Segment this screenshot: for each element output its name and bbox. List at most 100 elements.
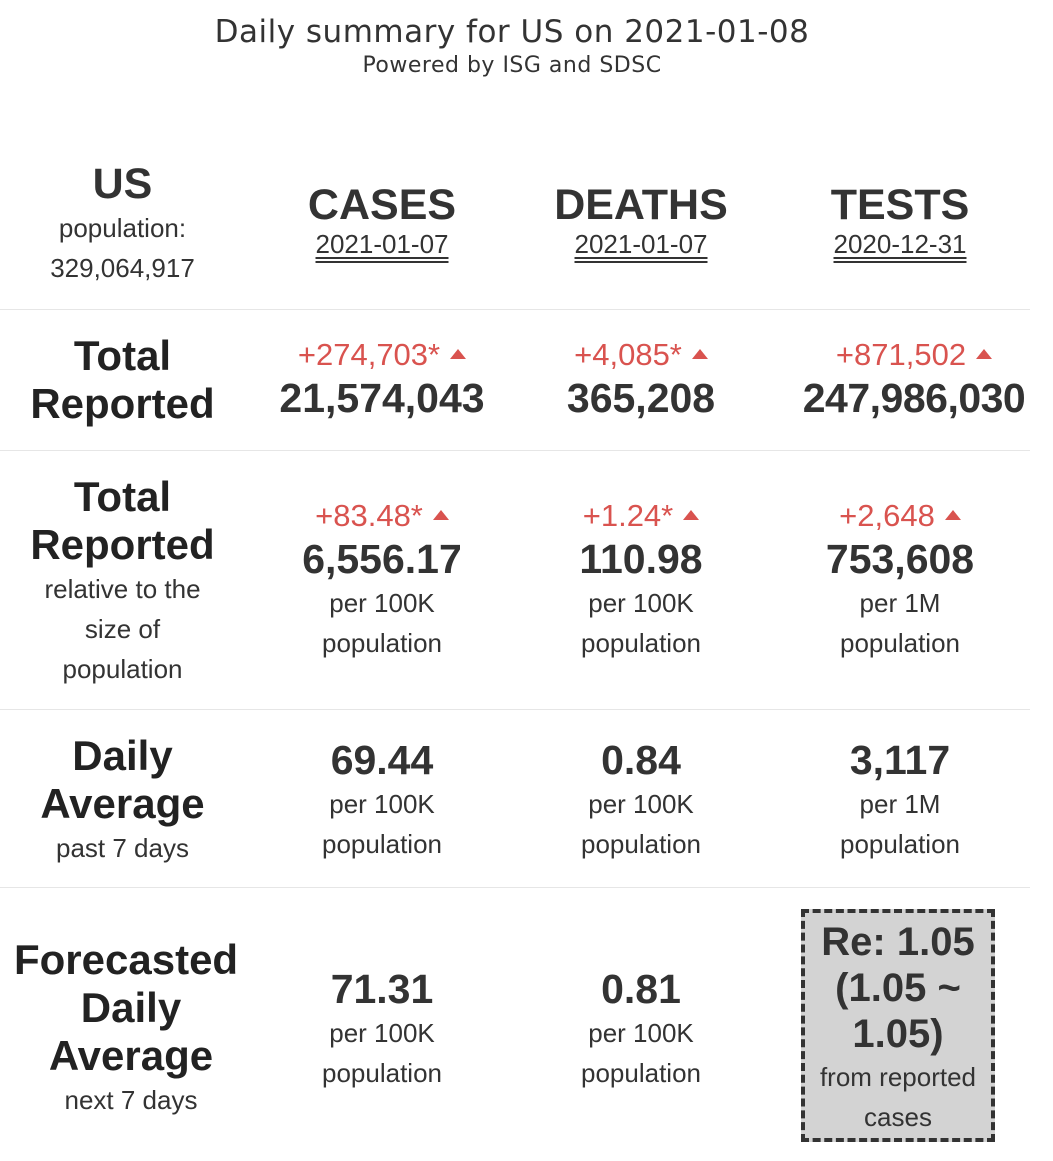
deaths-average-cell: 0.84 per 100K population bbox=[511, 736, 771, 864]
unit-label: population bbox=[322, 1058, 442, 1088]
re-value: Re: 1.05 bbox=[821, 920, 975, 964]
cases-forecast-cell: 71.31 per 100K population bbox=[252, 965, 512, 1093]
total-reported-label: Total Reported bbox=[0, 332, 245, 428]
population-value: 329,064,917 bbox=[50, 253, 195, 283]
row-label-line: Total bbox=[73, 473, 172, 520]
row-label-line: Total bbox=[73, 332, 172, 379]
triangle-up-icon bbox=[450, 348, 467, 359]
unit-label: population bbox=[581, 1058, 701, 1088]
row-label-line: Average bbox=[40, 780, 205, 827]
unit-label: per 100K bbox=[329, 588, 435, 618]
re-value-box: Re: 1.05 (1.05 ~ 1.05) from reported cas… bbox=[801, 909, 995, 1142]
row-label-line: Forecasted bbox=[14, 936, 239, 983]
row-sublabel: next 7 days bbox=[64, 1085, 198, 1115]
population-label: population: bbox=[58, 213, 187, 243]
unit-label: population bbox=[581, 829, 701, 859]
page-subtitle: Powered by ISG and SDSC bbox=[362, 53, 662, 78]
delta-text: +274,703* bbox=[297, 337, 441, 372]
deaths-title: DEATHS bbox=[554, 181, 728, 229]
unit-label: population bbox=[322, 628, 442, 658]
delta-text: +1.24* bbox=[582, 498, 674, 533]
cases-date-link[interactable]: 2021-01-07 bbox=[315, 229, 449, 259]
tests-total-value: 247,986,030 bbox=[802, 375, 1026, 421]
cases-total-value: 21,574,043 bbox=[279, 375, 485, 421]
row-sublabel: population bbox=[62, 654, 183, 684]
delta-text: +2,648 bbox=[839, 498, 935, 533]
triangle-up-icon bbox=[944, 509, 961, 520]
tests-average-cell: 3,117 per 1M population bbox=[770, 736, 1030, 864]
delta-text: +871,502 bbox=[835, 337, 967, 372]
tests-relative-delta: +2,648 bbox=[770, 497, 1030, 535]
row-label-line: Reported bbox=[30, 521, 215, 568]
relative-label: Total Reported relative to the size of p… bbox=[0, 473, 245, 689]
deaths-header: DEATHS 2021-01-07 bbox=[511, 181, 771, 259]
page-header: Daily summary for US on 2021-01-08 Power… bbox=[0, 12, 1024, 80]
re-range-line: (1.05 ~ bbox=[835, 966, 961, 1010]
delta-text: +83.48* bbox=[315, 498, 423, 533]
cases-total-delta: +274,703* bbox=[252, 336, 512, 374]
relative-row: Total Reported relative to the size of p… bbox=[0, 451, 1030, 709]
column-header-row: US population: 329,064,917 CASES 2021-01… bbox=[0, 150, 1030, 308]
unit-label: population bbox=[840, 628, 960, 658]
unit-label: per 1M bbox=[859, 789, 941, 819]
page-title: Daily summary for US on 2021-01-08 bbox=[214, 14, 810, 50]
row-sublabel: past 7 days bbox=[56, 833, 189, 863]
cases-relative-value: 6,556.17 bbox=[302, 536, 462, 582]
total-reported-row: Total Reported +274,703* 21,574,043 +4,0… bbox=[0, 310, 1030, 450]
row-divider bbox=[0, 309, 1030, 310]
unit-label: per 100K bbox=[588, 789, 694, 819]
forecast-label: Forecasted Daily Average next 7 days bbox=[10, 936, 270, 1120]
row-divider bbox=[0, 887, 1030, 888]
row-label-line: Reported bbox=[30, 380, 215, 427]
deaths-forecast-value: 0.81 bbox=[601, 966, 681, 1012]
tests-average-value: 3,117 bbox=[849, 737, 951, 783]
row-label-line: Daily bbox=[80, 984, 182, 1031]
delta-text: +4,085* bbox=[574, 337, 682, 372]
triangle-up-icon bbox=[976, 348, 993, 359]
unit-label: per 100K bbox=[588, 588, 694, 618]
cases-average-value: 69.44 bbox=[330, 737, 434, 783]
tests-relative-cell: +2,648 753,608 per 1M population bbox=[770, 497, 1030, 663]
tests-title: TESTS bbox=[830, 181, 970, 229]
unit-label: per 100K bbox=[329, 1018, 435, 1048]
deaths-relative-delta: +1.24* bbox=[511, 497, 771, 535]
tests-total-delta: +871,502 bbox=[775, 336, 1053, 374]
unit-label: population bbox=[581, 628, 701, 658]
tests-relative-value: 753,608 bbox=[825, 536, 975, 582]
unit-label: per 1M bbox=[859, 588, 941, 618]
deaths-forecast-cell: 0.81 per 100K population bbox=[511, 965, 771, 1093]
row-divider bbox=[0, 450, 1030, 451]
daily-average-label: Daily Average past 7 days bbox=[0, 732, 245, 868]
unit-label: population bbox=[322, 829, 442, 859]
triangle-up-icon bbox=[683, 509, 700, 520]
unit-label: per 100K bbox=[588, 1018, 694, 1048]
tests-header: TESTS 2020-12-31 bbox=[770, 181, 1030, 259]
re-source: from reported bbox=[819, 1062, 977, 1092]
tests-date-link[interactable]: 2020-12-31 bbox=[833, 229, 967, 259]
row-sublabel: relative to the bbox=[44, 574, 201, 604]
row-divider bbox=[0, 709, 1030, 710]
daily-average-row: Daily Average past 7 days 69.44 per 100K… bbox=[0, 710, 1030, 887]
forecast-row: Forecasted Daily Average next 7 days 71.… bbox=[0, 888, 1030, 1158]
triangle-up-icon bbox=[432, 509, 449, 520]
cases-forecast-value: 71.31 bbox=[330, 966, 434, 1012]
re-range-line: 1.05) bbox=[852, 1012, 944, 1056]
unit-label: population bbox=[840, 829, 960, 859]
triangle-up-icon bbox=[691, 348, 708, 359]
row-sublabel: size of bbox=[84, 614, 161, 644]
cases-total-cell: +274,703* 21,574,043 bbox=[252, 336, 512, 422]
cases-header: CASES 2021-01-07 bbox=[252, 181, 512, 259]
deaths-relative-value: 110.98 bbox=[579, 536, 703, 582]
cases-relative-cell: +83.48* 6,556.17 per 100K population bbox=[252, 497, 512, 663]
cases-title: CASES bbox=[307, 181, 457, 229]
region-cell: US population: 329,064,917 bbox=[0, 160, 245, 288]
unit-label: per 100K bbox=[329, 789, 435, 819]
deaths-date-link[interactable]: 2021-01-07 bbox=[574, 229, 708, 259]
cases-relative-delta: +83.48* bbox=[252, 497, 512, 535]
cases-average-cell: 69.44 per 100K population bbox=[252, 736, 512, 864]
deaths-relative-cell: +1.24* 110.98 per 100K population bbox=[511, 497, 771, 663]
deaths-total-value: 365,208 bbox=[566, 375, 716, 421]
re-source: cases bbox=[864, 1102, 932, 1132]
deaths-average-value: 0.84 bbox=[601, 737, 681, 783]
tests-total-cell: +871,502 247,986,030 bbox=[775, 336, 1053, 422]
